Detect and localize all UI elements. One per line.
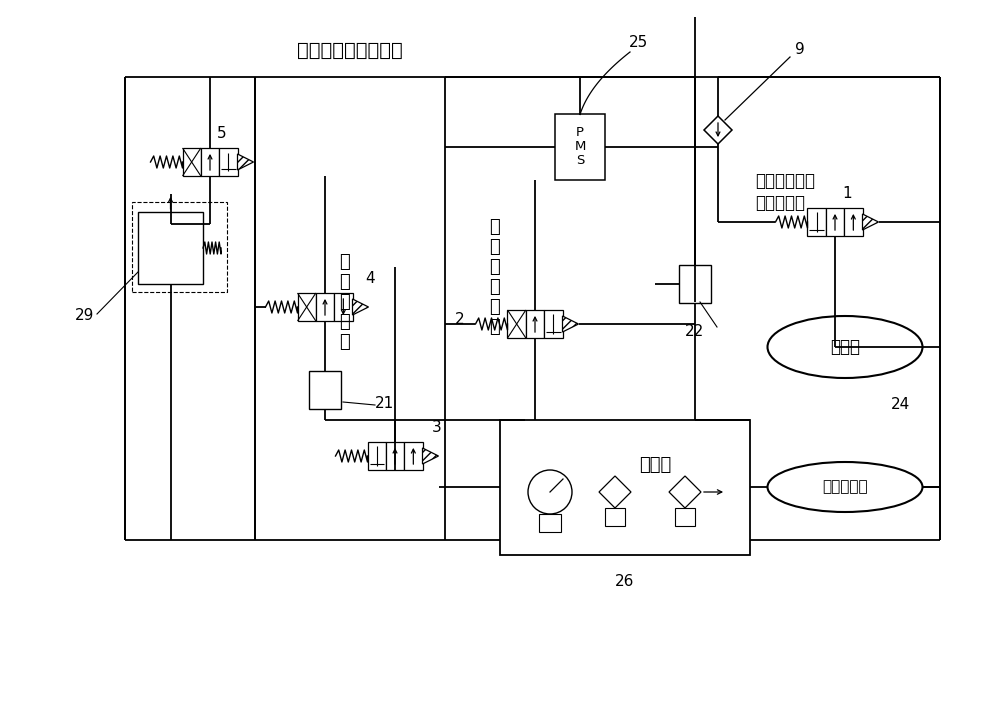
- Polygon shape: [669, 476, 701, 508]
- Text: 4: 4: [365, 271, 375, 286]
- Text: 真空罐: 真空罐: [830, 338, 860, 356]
- Text: 22: 22: [685, 324, 705, 339]
- Text: 29: 29: [75, 308, 95, 323]
- Bar: [675, 508, 695, 526]
- Bar: [334, 293, 353, 321]
- Polygon shape: [562, 316, 578, 332]
- Bar: [500, 419, 750, 555]
- Text: 26: 26: [615, 575, 635, 590]
- Bar: [309, 371, 341, 409]
- Polygon shape: [238, 154, 254, 170]
- Text: 1: 1: [842, 186, 852, 201]
- Bar: [507, 310, 526, 338]
- Polygon shape: [862, 214, 879, 230]
- Text: 9: 9: [795, 42, 805, 57]
- Bar: [679, 265, 711, 303]
- Bar: [368, 442, 386, 470]
- Bar: [183, 148, 201, 176]
- Text: 停
止
活
塞
驱
动: 停 止 活 塞 驱 动: [490, 218, 500, 336]
- Bar: [201, 148, 219, 176]
- Bar: [132, 202, 227, 292]
- Text: 压缩空气源: 压缩空气源: [822, 479, 868, 495]
- Bar: [826, 208, 844, 236]
- Text: 真空气路口、
清吹排气口: 真空气路口、 清吹排气口: [755, 172, 815, 212]
- Bar: [138, 212, 203, 284]
- Polygon shape: [599, 476, 631, 508]
- Bar: [844, 208, 862, 236]
- Bar: [539, 514, 561, 532]
- Bar: [605, 508, 625, 526]
- Text: 3: 3: [432, 420, 442, 435]
- Bar: [316, 293, 334, 321]
- Bar: [555, 115, 605, 179]
- Bar: [526, 310, 544, 338]
- Text: 21: 21: [375, 396, 395, 411]
- Text: 5: 5: [217, 126, 227, 141]
- Bar: [807, 208, 826, 236]
- Text: 气动助力活塞驱动口: 气动助力活塞驱动口: [297, 41, 403, 60]
- Bar: [544, 310, 562, 338]
- Bar: [386, 442, 404, 470]
- Text: P
M
S: P M S: [574, 127, 586, 167]
- Bar: [404, 442, 423, 470]
- Bar: [219, 148, 238, 176]
- Text: 真
空
度
测
量: 真 空 度 测 量: [340, 253, 350, 351]
- Text: 2: 2: [455, 312, 465, 327]
- Bar: [298, 293, 316, 321]
- Text: 25: 25: [628, 35, 648, 50]
- Polygon shape: [423, 448, 439, 464]
- Polygon shape: [704, 116, 732, 144]
- Text: 24: 24: [890, 397, 910, 412]
- Text: 三联件: 三联件: [639, 456, 671, 474]
- Polygon shape: [352, 299, 368, 315]
